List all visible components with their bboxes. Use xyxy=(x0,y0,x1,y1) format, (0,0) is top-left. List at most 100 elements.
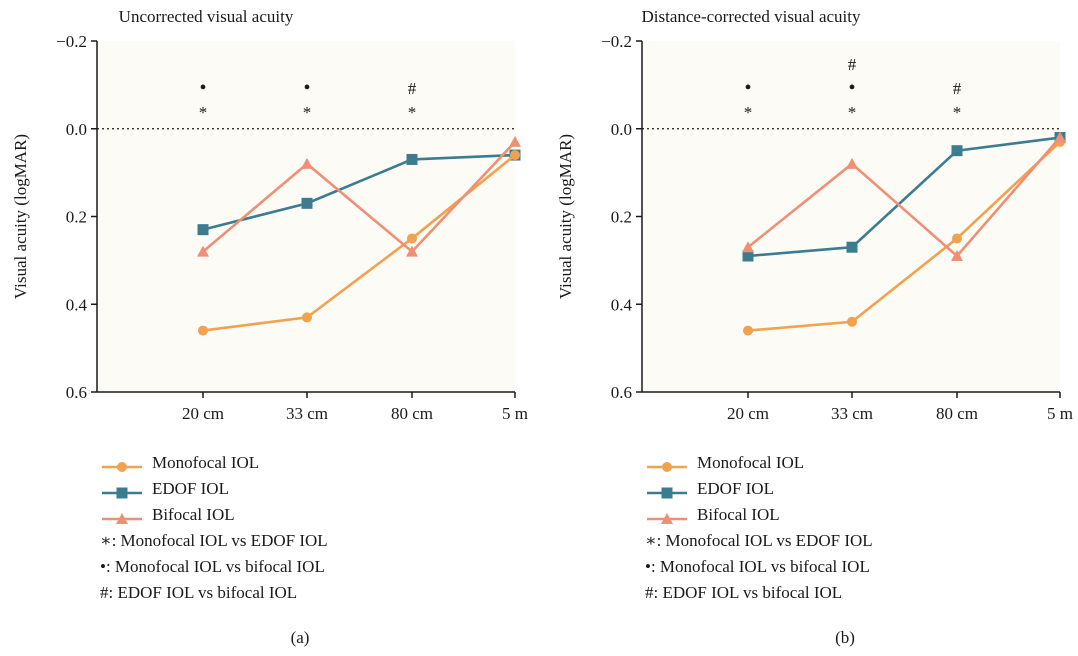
legend-swatch-bifocal xyxy=(645,508,689,524)
legend-marker xyxy=(116,487,128,499)
legend-marker xyxy=(661,487,673,499)
legend-swatch-edof xyxy=(100,482,144,499)
significance-mark: * xyxy=(848,103,857,122)
legend-item-monofocal: Monofocal IOL xyxy=(645,450,873,476)
legend-swatch-graphic xyxy=(102,513,142,524)
y-tick-label: −0.2 xyxy=(601,32,632,51)
legend-note-asterisk: ∗: Monofocal IOL vs EDOF IOL xyxy=(645,528,873,554)
significance-mark: • xyxy=(848,77,855,99)
data-point-edof-iol xyxy=(951,145,963,157)
y-axis-label: Visual acuity (logMAR) xyxy=(556,134,575,299)
x-tick-label: 20 cm xyxy=(727,404,769,423)
panel-label-a: (a) xyxy=(290,628,310,647)
legend-marker xyxy=(116,513,128,524)
legend-item-bifocal: Bifocal IOL xyxy=(100,502,328,528)
data-point-edof-iol xyxy=(846,241,858,253)
y-tick-label: −0.2 xyxy=(56,32,87,51)
data-point-monofocal-iol xyxy=(743,325,753,336)
legend-item-monofocal: Monofocal IOL xyxy=(100,450,328,476)
asterisk-symbol: ∗ xyxy=(645,531,657,550)
legend-swatch-monofocal xyxy=(645,456,689,472)
significance-mark: * xyxy=(199,103,208,122)
significance-mark: * xyxy=(744,103,753,122)
significance-mark: # xyxy=(848,55,857,74)
x-tick-label: 5 m xyxy=(502,404,528,423)
legend-note-hash: #: EDOF IOL vs bifocal IOL xyxy=(645,580,873,606)
legend-swatch-edof xyxy=(645,482,689,499)
series-bifocal-iol xyxy=(197,135,521,257)
series-line-monofocal-iol xyxy=(747,140,1061,332)
panel-label-b: (b) xyxy=(835,628,855,647)
legend-a: Monofocal IOL EDOF IOL Bifocal IOL ∗: Mo… xyxy=(100,450,328,606)
significance-mark: # xyxy=(953,79,962,98)
x-tick-label: 5 m xyxy=(1047,404,1073,423)
y-tick-label: 0.0 xyxy=(66,120,87,139)
legend-label-edof: EDOF IOL xyxy=(152,479,229,498)
data-point-monofocal-iol xyxy=(407,233,417,244)
legend-marker xyxy=(661,513,673,524)
chart-title: Distance-corrected visual acuity xyxy=(641,7,861,26)
legend-item-edof: EDOF IOL xyxy=(645,476,873,502)
data-point-bifocal-iol xyxy=(301,157,313,169)
legend-note-text: : Monofocal IOL vs bifocal IOL xyxy=(105,557,325,576)
y-tick-label: 0.6 xyxy=(66,383,87,402)
data-point-bifocal-iol xyxy=(951,249,963,261)
data-point-monofocal-iol xyxy=(198,325,208,336)
significance-mark: * xyxy=(953,103,962,122)
legend-note-text: : EDOF IOL vs bifocal IOL xyxy=(108,583,298,602)
series-line-edof-iol xyxy=(202,153,516,231)
data-point-bifocal-iol xyxy=(1054,131,1066,143)
legend-note-text: : EDOF IOL vs bifocal IOL xyxy=(653,583,843,602)
y-tick-label: 0.2 xyxy=(611,208,632,227)
y-tick-label: 0.6 xyxy=(611,383,632,402)
x-tick-label: 33 cm xyxy=(831,404,873,423)
legend-label-bifocal: Bifocal IOL xyxy=(152,505,235,524)
significance-mark: • xyxy=(744,77,751,99)
series-bifocal-iol xyxy=(742,131,1066,261)
significance-mark: * xyxy=(408,103,417,122)
chart-panel-b: Distance-corrected visual acuity Visual a… xyxy=(545,0,1078,656)
legend-marker xyxy=(117,462,127,472)
legend-item-bifocal: Bifocal IOL xyxy=(645,502,873,528)
legend-label-bifocal: Bifocal IOL xyxy=(697,505,780,524)
legend-label-monofocal: Monofocal IOL xyxy=(697,453,805,472)
data-point-bifocal-iol xyxy=(197,245,209,257)
legend-swatch-graphic xyxy=(647,513,687,524)
y-tick-label: 0.2 xyxy=(66,208,87,227)
legend-note-dot: •: Monofocal IOL vs bifocal IOL xyxy=(645,554,873,580)
significance-mark: • xyxy=(199,77,206,99)
legend-swatch-graphic xyxy=(102,487,142,499)
legend-label-monofocal: Monofocal IOL xyxy=(152,453,260,472)
legend-item-edof: EDOF IOL xyxy=(100,476,328,502)
data-point-edof-iol xyxy=(742,250,754,262)
x-tick-label: 80 cm xyxy=(936,404,978,423)
series-line-bifocal-iol xyxy=(747,136,1061,258)
significance-mark: • xyxy=(303,77,310,99)
legend-swatch-graphic xyxy=(647,487,687,499)
significance-mark: * xyxy=(303,103,312,122)
legend-note-asterisk: ∗: Monofocal IOL vs EDOF IOL xyxy=(100,528,328,554)
y-tick-label: 0.4 xyxy=(66,295,88,314)
data-point-bifocal-iol xyxy=(509,135,521,147)
x-tick-label: 20 cm xyxy=(182,404,224,423)
series-line-bifocal-iol xyxy=(202,141,516,254)
legend-marker xyxy=(662,462,672,472)
y-tick-label: 0.4 xyxy=(611,295,633,314)
data-point-bifocal-iol xyxy=(742,241,754,253)
asterisk-symbol: ∗ xyxy=(100,531,112,550)
y-tick-label: 0.0 xyxy=(611,120,632,139)
legend-note-text: : Monofocal IOL vs EDOF IOL xyxy=(656,531,873,550)
chart-a-svg: Uncorrected visual acuity Visual acuity (… xyxy=(11,7,528,423)
legend-swatch-graphic xyxy=(102,462,142,472)
dot-symbol: • xyxy=(645,557,651,576)
legend-swatch-bifocal xyxy=(100,508,144,524)
legend-swatch-monofocal xyxy=(100,456,144,472)
chart-b-svg: Distance-corrected visual acuity Visual a… xyxy=(556,7,1073,423)
legend-label-edof: EDOF IOL xyxy=(697,479,774,498)
data-point-edof-iol xyxy=(301,197,313,209)
data-point-monofocal-iol xyxy=(302,312,312,323)
data-point-monofocal-iol xyxy=(847,316,857,327)
x-tick-label: 80 cm xyxy=(391,404,433,423)
legend-b: Monofocal IOL EDOF IOL Bifocal IOL ∗: Mo… xyxy=(645,450,873,606)
data-point-bifocal-iol xyxy=(846,157,858,169)
